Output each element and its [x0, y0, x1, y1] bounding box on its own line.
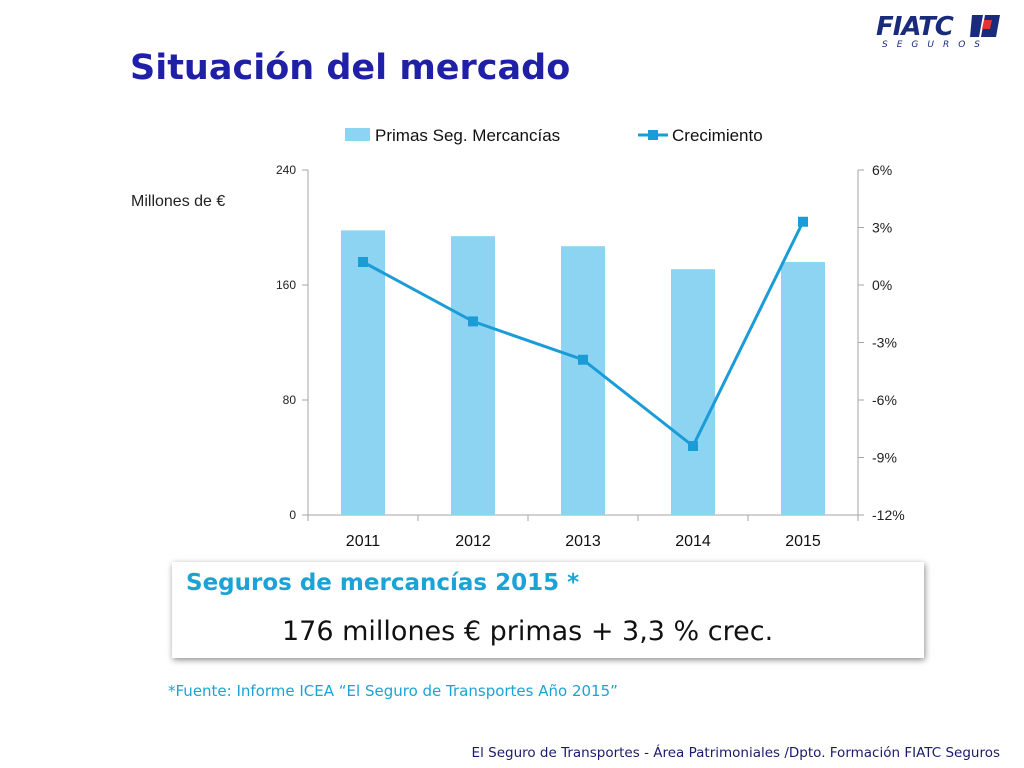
bar-series — [341, 230, 825, 515]
x-tick-label: 2013 — [565, 533, 601, 550]
y-right-tick-label: 0% — [872, 277, 892, 293]
bar-2011 — [341, 230, 385, 515]
y-right-tick-label: -9% — [872, 450, 897, 466]
footer-text: El Seguro de Transportes - Área Patrimon… — [471, 745, 1000, 761]
bar-2014 — [671, 269, 715, 515]
growth-point-2011 — [358, 257, 368, 267]
legend-bar-swatch — [345, 128, 370, 141]
x-tick-label: 2015 — [785, 533, 821, 550]
y-left-tick-label: 80 — [283, 393, 297, 407]
y-right-tick-label: -3% — [872, 335, 897, 351]
source-note: *Fuente: Informe ICEA “El Seguro de Tran… — [168, 682, 618, 700]
legend-bar-label: Primas Seg. Mercancías — [375, 126, 560, 145]
y-left-tick-label: 160 — [276, 278, 296, 292]
growth-point-2015 — [798, 216, 808, 227]
bar-2013 — [561, 246, 605, 515]
bar-2015 — [781, 262, 825, 515]
logo-wordmark: FIATC — [876, 12, 954, 42]
chart-legend: Primas Seg. Mercancías Crecimiento — [345, 126, 763, 145]
highlight-box: Seguros de mercancías 2015 * 176 millone… — [172, 562, 924, 658]
growth-point-2014 — [688, 441, 698, 451]
bar-2012 — [451, 236, 495, 515]
fiatc-logo: FIATC SEGUROS — [876, 12, 1004, 52]
highlight-heading: Seguros de mercancías 2015 * — [186, 570, 580, 596]
y-right-tick-label: 6% — [872, 162, 892, 178]
x-tick-label: 2014 — [675, 533, 711, 550]
x-tick-label: 2011 — [346, 533, 381, 550]
y-right-tick-label: 3% — [872, 220, 892, 236]
x-tick-label: 2012 — [455, 533, 491, 550]
y-axis-label: Millones de € — [131, 193, 226, 210]
y-right-tick-label: -6% — [872, 392, 897, 408]
growth-point-2012 — [468, 316, 478, 327]
line-series — [358, 216, 808, 451]
page-title: Situación del mercado — [130, 48, 571, 88]
legend-line-label: Crecimiento — [672, 126, 763, 145]
y-left-tick-label: 0 — [289, 508, 296, 522]
highlight-body: 176 millones € primas + 3,3 % crec. — [282, 616, 774, 647]
growth-point-2013 — [578, 354, 588, 365]
y-left-tick-label: 240 — [276, 163, 296, 177]
chart-axes: 0 80 160 240 -12% -9% -6% -3% 0% 3% 6% 2011 2012 2013… — [276, 162, 905, 550]
logo-subtitle: SEGUROS — [882, 40, 990, 50]
combo-chart: Primas Seg. Mercancías Crecimiento 0 80 160… — [276, 126, 905, 550]
legend-line-marker — [648, 130, 658, 140]
y-right-tick-label: -12% — [872, 507, 905, 523]
logo-mark-icon — [970, 15, 1000, 37]
